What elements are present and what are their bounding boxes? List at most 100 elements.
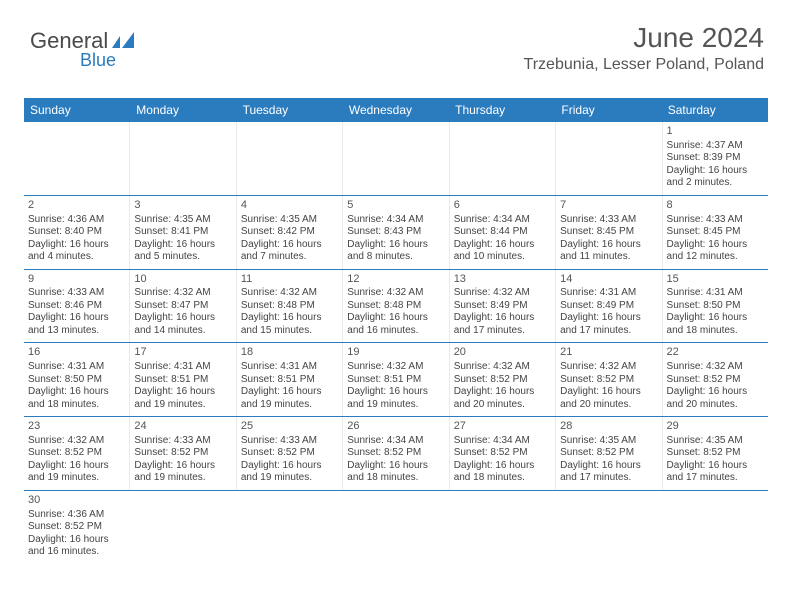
day-sunrise: Sunrise: 4:32 AM xyxy=(667,361,764,374)
calendar-cell: 28Sunrise: 4:35 AMSunset: 8:52 PMDayligh… xyxy=(556,417,662,490)
calendar-week: 2Sunrise: 4:36 AMSunset: 8:40 PMDaylight… xyxy=(24,196,768,270)
day-daylight2: and 19 minutes. xyxy=(241,472,338,485)
day-daylight2: and 19 minutes. xyxy=(134,399,231,412)
calendar-cell xyxy=(130,122,236,195)
day-sunset: Sunset: 8:44 PM xyxy=(454,226,551,239)
day-number: 30 xyxy=(28,494,126,508)
calendar-cell: 24Sunrise: 4:33 AMSunset: 8:52 PMDayligh… xyxy=(130,417,236,490)
day-daylight1: Daylight: 16 hours xyxy=(134,386,231,399)
day-header: Tuesday xyxy=(237,98,343,122)
day-sunset: Sunset: 8:51 PM xyxy=(241,374,338,387)
day-daylight1: Daylight: 16 hours xyxy=(347,460,444,473)
day-daylight1: Daylight: 16 hours xyxy=(667,460,764,473)
day-number: 2 xyxy=(28,199,125,213)
calendar-cell: 9Sunrise: 4:33 AMSunset: 8:46 PMDaylight… xyxy=(24,270,130,343)
day-header: Monday xyxy=(130,98,236,122)
day-sunset: Sunset: 8:52 PM xyxy=(28,447,125,460)
calendar-cell: 22Sunrise: 4:32 AMSunset: 8:52 PMDayligh… xyxy=(663,343,768,416)
day-sunset: Sunset: 8:40 PM xyxy=(28,226,125,239)
day-daylight2: and 2 minutes. xyxy=(667,177,764,190)
calendar-cell: 1Sunrise: 4:37 AMSunset: 8:39 PMDaylight… xyxy=(663,122,768,195)
day-number: 13 xyxy=(454,273,551,287)
day-daylight1: Daylight: 16 hours xyxy=(560,386,657,399)
day-daylight1: Daylight: 16 hours xyxy=(454,386,551,399)
day-daylight1: Daylight: 16 hours xyxy=(667,386,764,399)
calendar-table: Sunday Monday Tuesday Wednesday Thursday… xyxy=(24,98,768,564)
day-number: 15 xyxy=(667,273,764,287)
calendar-cell xyxy=(130,491,236,564)
day-daylight2: and 18 minutes. xyxy=(667,325,764,338)
day-daylight1: Daylight: 16 hours xyxy=(28,312,125,325)
calendar-cell: 18Sunrise: 4:31 AMSunset: 8:51 PMDayligh… xyxy=(237,343,343,416)
day-number: 14 xyxy=(560,273,657,287)
day-daylight1: Daylight: 16 hours xyxy=(560,312,657,325)
day-sunset: Sunset: 8:48 PM xyxy=(347,300,444,313)
day-number: 19 xyxy=(347,346,444,360)
day-daylight2: and 20 minutes. xyxy=(560,399,657,412)
calendar-cell: 25Sunrise: 4:33 AMSunset: 8:52 PMDayligh… xyxy=(237,417,343,490)
day-number: 23 xyxy=(28,420,125,434)
day-sunset: Sunset: 8:41 PM xyxy=(134,226,231,239)
day-number: 21 xyxy=(560,346,657,360)
day-sunrise: Sunrise: 4:31 AM xyxy=(28,361,125,374)
day-daylight2: and 7 minutes. xyxy=(241,251,338,264)
day-sunrise: Sunrise: 4:32 AM xyxy=(28,435,125,448)
day-number: 6 xyxy=(454,199,551,213)
calendar-cell: 19Sunrise: 4:32 AMSunset: 8:51 PMDayligh… xyxy=(343,343,449,416)
day-sunrise: Sunrise: 4:34 AM xyxy=(347,435,444,448)
day-daylight2: and 19 minutes. xyxy=(241,399,338,412)
day-daylight1: Daylight: 16 hours xyxy=(454,239,551,252)
calendar-cell: 11Sunrise: 4:32 AMSunset: 8:48 PMDayligh… xyxy=(237,270,343,343)
page: General Blue June 2024 Trzebunia, Lesser… xyxy=(0,0,792,40)
day-sunrise: Sunrise: 4:32 AM xyxy=(454,287,551,300)
day-sunset: Sunset: 8:48 PM xyxy=(241,300,338,313)
day-sunset: Sunset: 8:52 PM xyxy=(28,521,126,534)
calendar-cell: 26Sunrise: 4:34 AMSunset: 8:52 PMDayligh… xyxy=(343,417,449,490)
day-daylight1: Daylight: 16 hours xyxy=(134,460,231,473)
day-number: 12 xyxy=(347,273,444,287)
day-sunrise: Sunrise: 4:31 AM xyxy=(560,287,657,300)
day-sunrise: Sunrise: 4:35 AM xyxy=(560,435,657,448)
day-sunset: Sunset: 8:45 PM xyxy=(560,226,657,239)
day-header: Wednesday xyxy=(343,98,449,122)
location-text: Trzebunia, Lesser Poland, Poland xyxy=(524,56,764,74)
day-sunset: Sunset: 8:50 PM xyxy=(28,374,125,387)
calendar-cell: 10Sunrise: 4:32 AMSunset: 8:47 PMDayligh… xyxy=(130,270,236,343)
day-number: 1 xyxy=(667,125,764,139)
day-sunset: Sunset: 8:43 PM xyxy=(347,226,444,239)
day-sunrise: Sunrise: 4:34 AM xyxy=(454,214,551,227)
day-number: 18 xyxy=(241,346,338,360)
day-sunset: Sunset: 8:52 PM xyxy=(347,447,444,460)
day-number: 24 xyxy=(134,420,231,434)
day-daylight2: and 17 minutes. xyxy=(560,325,657,338)
calendar-cell: 21Sunrise: 4:32 AMSunset: 8:52 PMDayligh… xyxy=(556,343,662,416)
day-sunset: Sunset: 8:52 PM xyxy=(454,374,551,387)
calendar-week: 9Sunrise: 4:33 AMSunset: 8:46 PMDaylight… xyxy=(24,270,768,344)
day-sunrise: Sunrise: 4:35 AM xyxy=(667,435,764,448)
calendar-cell: 3Sunrise: 4:35 AMSunset: 8:41 PMDaylight… xyxy=(130,196,236,269)
day-number: 3 xyxy=(134,199,231,213)
day-daylight1: Daylight: 16 hours xyxy=(454,460,551,473)
day-sunset: Sunset: 8:45 PM xyxy=(667,226,764,239)
day-sunrise: Sunrise: 4:31 AM xyxy=(241,361,338,374)
calendar-cell xyxy=(237,491,343,564)
day-sunset: Sunset: 8:52 PM xyxy=(241,447,338,460)
day-sunrise: Sunrise: 4:32 AM xyxy=(134,287,231,300)
day-daylight1: Daylight: 16 hours xyxy=(28,386,125,399)
day-sunset: Sunset: 8:39 PM xyxy=(667,152,764,165)
calendar-cell xyxy=(343,491,449,564)
day-daylight2: and 16 minutes. xyxy=(28,546,126,559)
day-number: 26 xyxy=(347,420,444,434)
day-number: 22 xyxy=(667,346,764,360)
calendar-cell xyxy=(449,491,555,564)
calendar-week: 23Sunrise: 4:32 AMSunset: 8:52 PMDayligh… xyxy=(24,417,768,491)
calendar-cell xyxy=(555,491,661,564)
day-header: Sunday xyxy=(24,98,130,122)
day-number: 9 xyxy=(28,273,125,287)
calendar-cell: 14Sunrise: 4:31 AMSunset: 8:49 PMDayligh… xyxy=(556,270,662,343)
day-sunset: Sunset: 8:49 PM xyxy=(454,300,551,313)
day-sunrise: Sunrise: 4:33 AM xyxy=(667,214,764,227)
day-daylight1: Daylight: 16 hours xyxy=(28,534,126,547)
day-daylight2: and 20 minutes. xyxy=(667,399,764,412)
day-sunrise: Sunrise: 4:33 AM xyxy=(560,214,657,227)
